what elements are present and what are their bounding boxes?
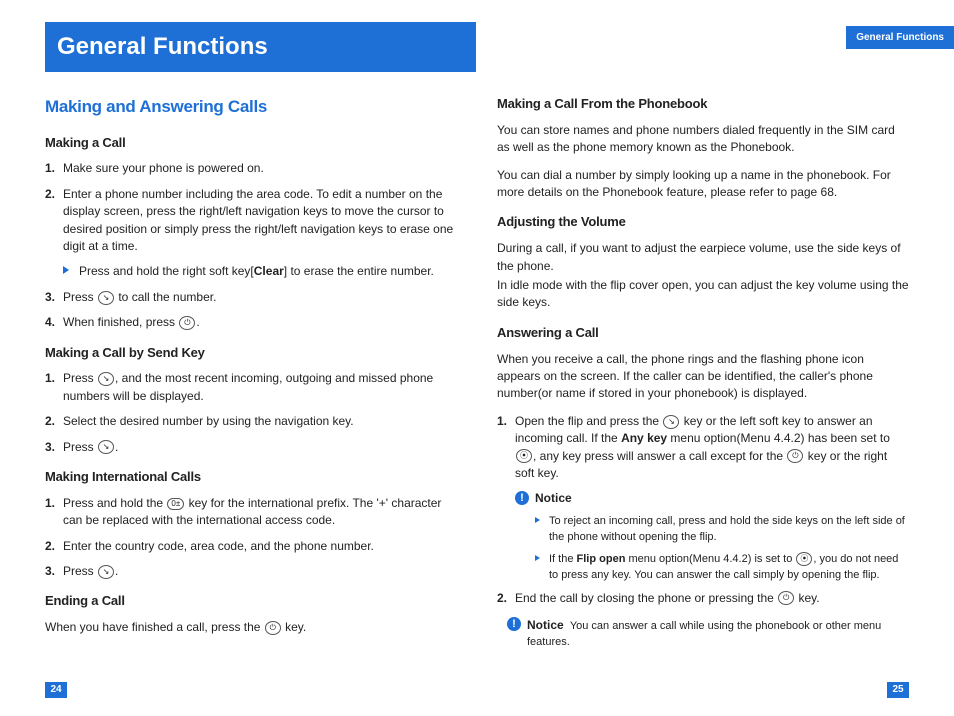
notice-block: ! Notice bbox=[515, 490, 909, 507]
para: In idle mode with the flip cover open, y… bbox=[497, 277, 909, 312]
steps-answer: 1. Open the flip and press the ↘ key or … bbox=[497, 413, 909, 483]
notice-icon: ! bbox=[515, 491, 529, 505]
end-key-icon: ⏻ bbox=[265, 621, 281, 635]
steps-making-call: 1.Make sure your phone is powered on. 2.… bbox=[45, 160, 457, 255]
steps-answer-cont: 2.End the call by closing the phone or p… bbox=[497, 590, 909, 607]
list-item: 2.End the call by closing the phone or p… bbox=[497, 590, 909, 607]
end-key-icon: ⏻ bbox=[179, 316, 195, 330]
subhead-phonebook: Making a Call From the Phonebook bbox=[497, 95, 909, 114]
side-tab: General Functions bbox=[846, 26, 954, 49]
on-key-icon: ⦿ bbox=[516, 449, 532, 463]
notice-label: Notice bbox=[527, 618, 564, 632]
on-key-icon: ⦿ bbox=[796, 552, 812, 566]
content-columns: Making and Answering Calls Making a Call… bbox=[45, 95, 909, 651]
end-key-icon: ⏻ bbox=[778, 591, 794, 605]
subhead-volume: Adjusting the Volume bbox=[497, 213, 909, 232]
subhead-making-call: Making a Call bbox=[45, 134, 457, 153]
step-text: Make sure your phone is powered on. bbox=[63, 161, 264, 175]
list-item: 2.Enter the country code, area code, and… bbox=[45, 538, 457, 555]
list-item: 1.Press and hold the 0± key for the inte… bbox=[45, 495, 457, 530]
sub-bullet: Press and hold the right soft key[Clear]… bbox=[63, 263, 457, 280]
send-key-icon: ↘ bbox=[98, 440, 114, 454]
list-item: 4.When finished, press ⏻. bbox=[45, 314, 457, 331]
subhead-answer: Answering a Call bbox=[497, 324, 909, 343]
send-key-icon: ↘ bbox=[98, 291, 114, 305]
notice-item: To reject an incoming call, press and ho… bbox=[535, 514, 909, 546]
subhead-send-key: Making a Call by Send Key bbox=[45, 344, 457, 363]
subhead-ending: Ending a Call bbox=[45, 592, 457, 611]
zero-key-icon: 0± bbox=[167, 498, 184, 510]
list-item: 3.Press ↘. bbox=[45, 563, 457, 580]
end-key-icon: ⏻ bbox=[787, 449, 803, 463]
notice-label: Notice bbox=[535, 491, 572, 505]
notice-text: You can answer a call while using the ph… bbox=[527, 620, 881, 648]
para: During a call, if you want to adjust the… bbox=[497, 240, 909, 275]
send-key-icon: ↘ bbox=[663, 415, 679, 429]
page-number-right: 25 bbox=[887, 682, 909, 698]
steps-making-call-cont: 3.Press ↘ to call the number. 4.When fin… bbox=[45, 289, 457, 332]
list-item: 1. Open the flip and press the ↘ key or … bbox=[497, 413, 909, 483]
step-text: Enter a phone number including the area … bbox=[63, 187, 453, 253]
notice-item: If the Flip open menu option(Menu 4.4.2)… bbox=[535, 552, 909, 584]
ending-para: When you have finished a call, press the… bbox=[45, 619, 457, 636]
list-item: 2.Select the desired number by using the… bbox=[45, 413, 457, 430]
right-column: Making a Call From the Phonebook You can… bbox=[497, 95, 909, 651]
subhead-intl: Making International Calls bbox=[45, 468, 457, 487]
list-item: 2.Enter a phone number including the are… bbox=[45, 186, 457, 256]
para: You can dial a number by simply looking … bbox=[497, 167, 909, 202]
steps-send-key: 1.Press ↘, and the most recent incoming,… bbox=[45, 370, 457, 456]
send-key-icon: ↘ bbox=[98, 565, 114, 579]
list-item: 1.Make sure your phone is powered on. bbox=[45, 160, 457, 177]
page-title-band: General Functions bbox=[45, 22, 476, 72]
list-item: 3.Press ↘. bbox=[45, 439, 457, 456]
steps-intl: 1.Press and hold the 0± key for the inte… bbox=[45, 495, 457, 581]
list-item: 3.Press ↘ to call the number. bbox=[45, 289, 457, 306]
section-title: Making and Answering Calls bbox=[45, 95, 457, 120]
notice-inline: ! Notice You can answer a call while usi… bbox=[507, 617, 909, 651]
para: When you receive a call, the phone rings… bbox=[497, 351, 909, 403]
notice-icon: ! bbox=[507, 617, 521, 631]
page-number-left: 24 bbox=[45, 682, 67, 698]
page-title: General Functions bbox=[57, 33, 268, 61]
para: You can store names and phone numbers di… bbox=[497, 122, 909, 157]
send-key-icon: ↘ bbox=[98, 372, 114, 386]
left-column: Making and Answering Calls Making a Call… bbox=[45, 95, 457, 651]
list-item: 1.Press ↘, and the most recent incoming,… bbox=[45, 370, 457, 405]
